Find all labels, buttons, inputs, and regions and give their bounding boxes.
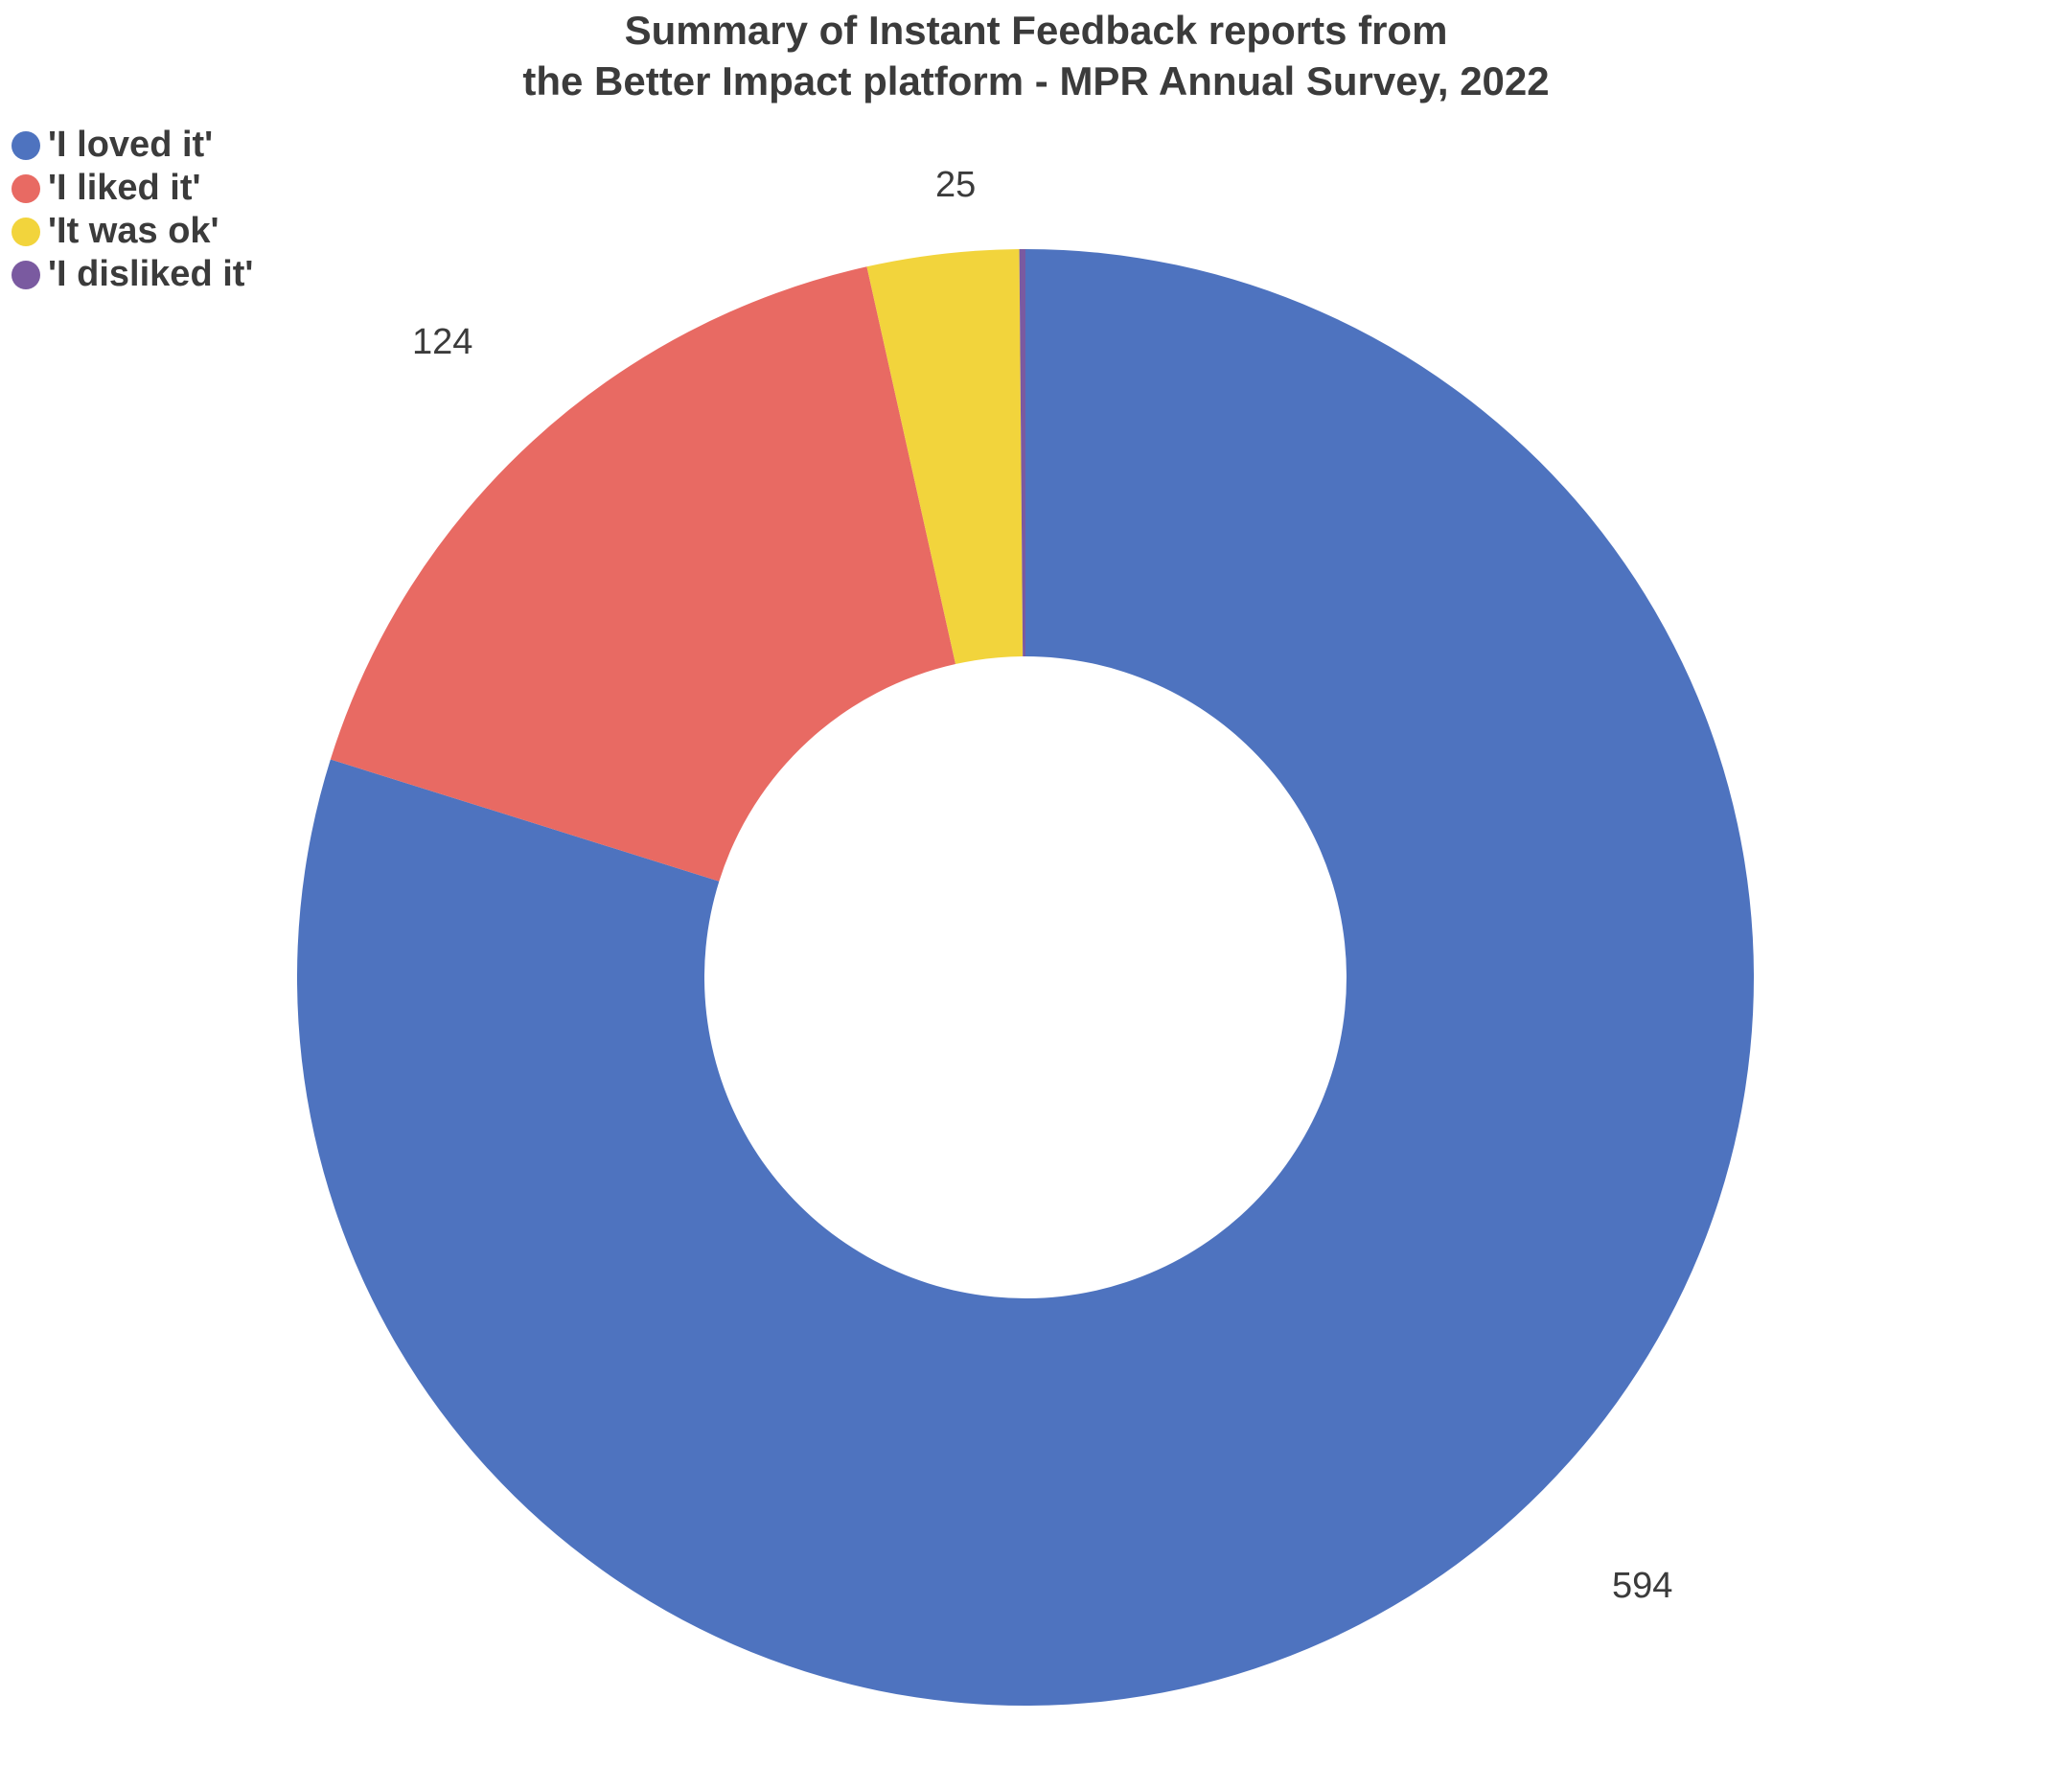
donut-chart	[297, 249, 1754, 1706]
chart-canvas: Summary of Instant Feedback reports from…	[0, 0, 2072, 1789]
legend-item: 'It was ok'	[12, 211, 253, 252]
chart-title-line2: the Better Impact platform - MPR Annual …	[522, 58, 1549, 103]
legend-bullet-icon	[12, 174, 40, 203]
legend-item: 'I disliked it'	[12, 254, 253, 295]
data-label: 25	[935, 165, 976, 206]
legend-label: 'I disliked it'	[48, 254, 253, 295]
legend-label: 'I loved it'	[48, 125, 213, 166]
legend-bullet-icon	[12, 261, 40, 289]
legend-label: 'It was ok'	[48, 211, 219, 252]
legend-bullet-icon	[12, 131, 40, 160]
legend-item: 'I liked it'	[12, 168, 253, 209]
data-label: 124	[412, 322, 472, 363]
legend-bullet-icon	[12, 218, 40, 246]
data-label: 594	[1612, 1566, 1672, 1607]
legend-item: 'I loved it'	[12, 125, 253, 166]
chart-title: Summary of Instant Feedback reports from…	[0, 6, 2072, 106]
chart-legend: 'I loved it''I liked it''It was ok''I di…	[12, 125, 253, 297]
chart-title-line1: Summary of Instant Feedback reports from	[625, 8, 1448, 53]
legend-label: 'I liked it'	[48, 168, 201, 209]
